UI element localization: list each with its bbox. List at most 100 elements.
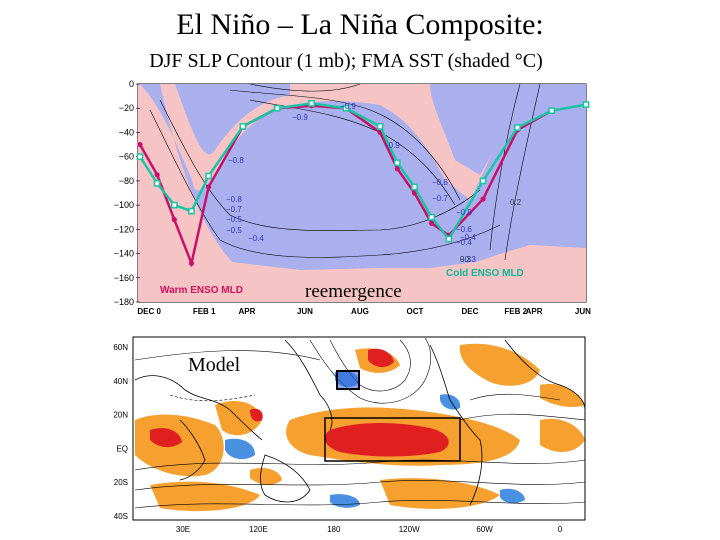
contour-label: −0.9 <box>384 141 400 150</box>
contour-label: −0.7 <box>432 194 448 203</box>
contour-label: −0.5 <box>226 226 242 235</box>
warm-enso-point <box>137 141 143 148</box>
map-x-tick-label: 0 <box>558 525 563 534</box>
warm-enso-point <box>429 220 435 226</box>
contour-line <box>489 84 521 251</box>
cold-enso-point <box>273 104 281 112</box>
coastline <box>179 419 206 481</box>
map-y-tick-label: 60N <box>113 343 128 352</box>
cold-enso-label: Cold ENSO MLD <box>446 268 524 279</box>
map-y-tick-label: 40S <box>114 512 128 521</box>
map-x-tick-label: 120E <box>249 525 268 534</box>
x-tick-label: OCT <box>406 307 423 316</box>
cold-enso-point <box>153 179 161 187</box>
negative-shading <box>140 84 586 270</box>
contour-label: −0.3 <box>460 255 476 264</box>
cold-enso-point <box>548 107 556 114</box>
contour-label: −0.5 <box>226 215 242 224</box>
x-tick-label: APR <box>238 307 255 316</box>
map-x-tick-label: 180 <box>327 525 341 534</box>
map-frame <box>132 336 586 521</box>
warm-enso-point <box>188 260 195 266</box>
cold-enso-point <box>514 124 521 131</box>
slp-contours <box>149 84 541 261</box>
contour-label: −0.9 <box>292 113 308 122</box>
cold-enso-point <box>376 123 384 130</box>
coastline <box>284 339 333 431</box>
x-tick-label: DEC <box>461 307 478 316</box>
contour-label: −0.4 <box>456 238 472 247</box>
map-contour <box>134 459 585 471</box>
x-tick-label: FEB 2 <box>504 307 527 316</box>
cold-enso-point <box>342 104 350 112</box>
warm-enso-point <box>206 184 212 190</box>
coastline <box>429 344 483 506</box>
map-y-tick-label: 20N <box>113 411 128 420</box>
negative-shading-right <box>430 84 520 175</box>
contour-line <box>249 84 361 92</box>
contour-label: 0.2 <box>510 198 522 207</box>
x-tick-label: APR <box>526 307 543 316</box>
y-tick-label: −40 <box>119 127 134 137</box>
contour-line <box>504 84 541 261</box>
y-tick-label: −140 <box>114 249 134 259</box>
cold-enso-point <box>393 159 401 167</box>
x-tick-label: DEC 0 <box>137 307 161 316</box>
cold-enso-point <box>170 201 178 209</box>
cold-enso-point <box>136 153 144 161</box>
sst-map: 60N 40N 20N EQ 20S 40S 30E 120E 180 120W 60W 0 Mod… <box>113 336 586 534</box>
cold-enso-point <box>479 177 487 185</box>
reemergence-box <box>336 370 360 390</box>
map-shading <box>134 337 585 512</box>
warm-enso-point <box>171 217 177 223</box>
y-tick-label: −120 <box>114 224 134 234</box>
y-tick-label: 0 <box>129 79 134 89</box>
contour-label: −0.8 <box>226 195 242 204</box>
y-tick-label: −80 <box>119 176 134 186</box>
map-y-axis-ticks: 60N 40N 20N EQ 20S 40S <box>113 343 128 521</box>
y-tick-label: −180 <box>114 297 134 307</box>
x-tick-label: JUN <box>297 307 313 316</box>
map-y-tick-label: EQ <box>116 444 128 453</box>
negative-shading-core <box>175 84 290 155</box>
contour-label: −0.8 <box>432 178 448 187</box>
model-annotation: Model <box>188 354 241 376</box>
cold-enso-point <box>445 235 453 243</box>
cold-enso-point <box>428 213 435 221</box>
map-y-tick-label: 40N <box>113 377 128 386</box>
map-x-tick-label: 30E <box>176 525 190 534</box>
y-tick-label: −20 <box>119 103 134 113</box>
warm-enso-point <box>394 166 400 172</box>
warm-enso-label: Warm ENSO MLD <box>160 285 243 296</box>
cold-enso-point <box>411 183 418 191</box>
coastline <box>504 339 585 411</box>
cold-enso-point <box>205 172 212 180</box>
map-contour <box>329 339 411 392</box>
contour-label: 0.3 <box>460 255 472 264</box>
contour-label: −0.8 <box>228 156 244 165</box>
contour-label: −0.6 <box>456 225 472 234</box>
contour-line <box>229 89 461 201</box>
contour-label: −0.4 <box>248 234 264 243</box>
y-axis-ticks: 0 −20 −40 −60 −80 −100 −120 −140 −160 −180 <box>114 79 140 307</box>
coastlines <box>134 339 585 506</box>
coastline <box>134 375 263 441</box>
nino-box <box>324 417 461 462</box>
contour-label: −0.9 <box>340 102 356 111</box>
contour-label: −0.7 <box>226 205 242 214</box>
map-y-tick-label: 20S <box>114 478 128 487</box>
warm-enso-point <box>480 196 486 202</box>
cold-enso-point <box>582 101 590 108</box>
contour-label: −0.8 <box>456 208 472 217</box>
map-contour <box>134 350 321 361</box>
mld-chart: 0 −20 −40 −60 −80 −100 −120 −140 −160 −180 DEC 0 F… <box>114 79 591 316</box>
map-contour <box>309 337 432 404</box>
y-tick-label: −160 <box>114 273 134 283</box>
cold-enso-point <box>188 207 195 215</box>
y-tick-label: −100 <box>114 200 134 210</box>
map-contours <box>134 337 585 509</box>
contour-line <box>149 109 501 258</box>
map-contour <box>469 393 561 401</box>
reemergence-annotation: reemergence <box>305 281 402 302</box>
